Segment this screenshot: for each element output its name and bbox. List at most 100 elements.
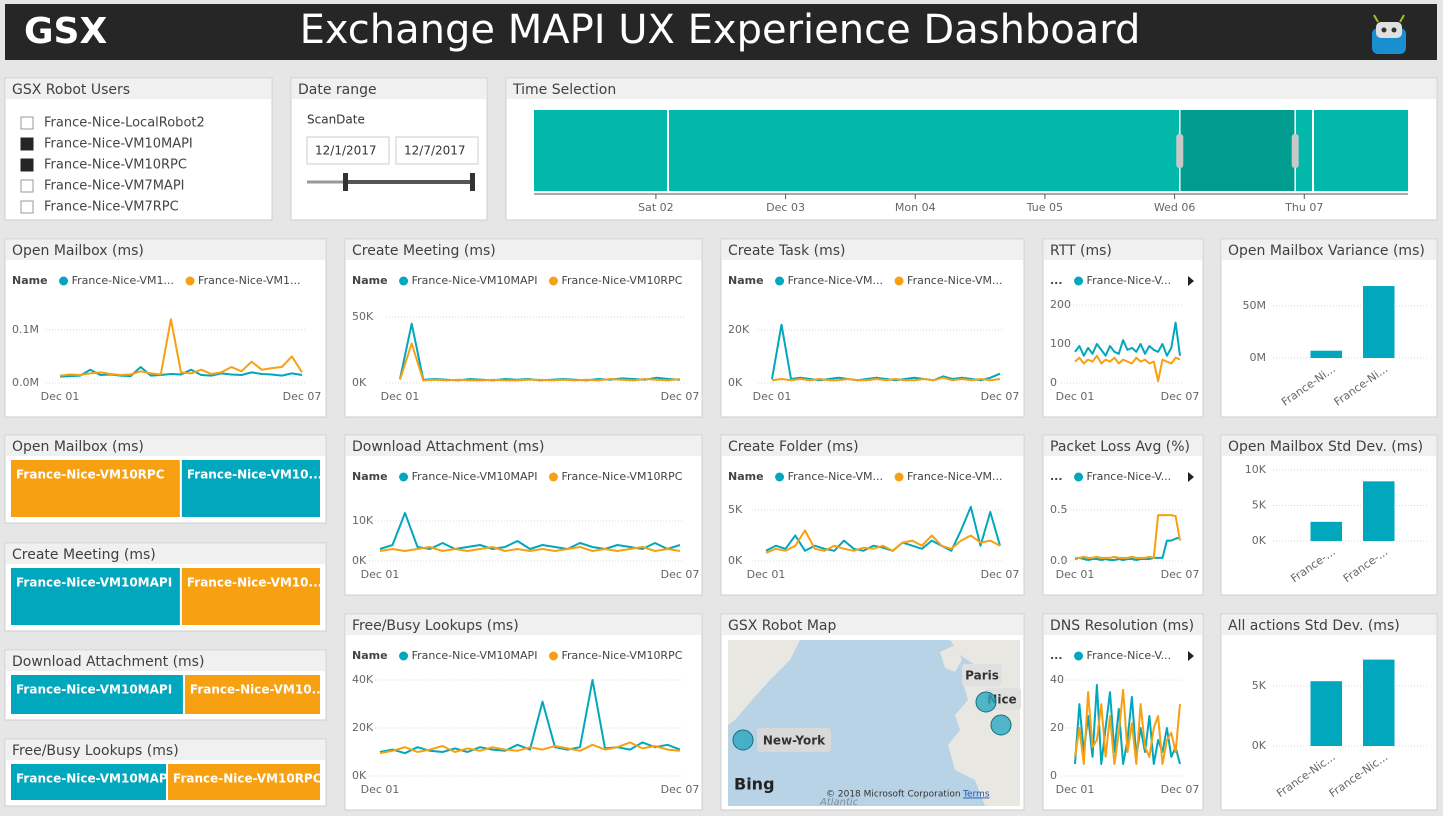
date-input[interactable] [306,136,390,165]
tile-label: France-Nice-VM10RPC [16,468,165,482]
legend-marker [1074,651,1084,661]
treemap-tile[interactable] [11,460,180,517]
bar[interactable] [1363,659,1395,746]
selection-handle[interactable] [1176,134,1184,168]
x-tick-label: Dec 07 [1161,390,1200,403]
x-tick-label: Dec 01 [361,783,400,796]
time-tick-label: Mon 04 [895,201,936,214]
legend-label[interactable]: France-Nice-V... [1087,649,1172,662]
checkbox[interactable] [20,200,34,214]
treemap-tile[interactable] [184,675,320,714]
x-tick-label: Dec 07 [661,783,700,796]
x-tick-label: Dec 07 [1161,568,1200,581]
checkbox[interactable] [20,179,34,193]
panel-title: Download Attachment (ms) [352,439,544,455]
bar[interactable] [1363,286,1395,358]
panel [4,77,273,221]
tile-label: France-Nice-VM10MAPI [16,772,172,786]
legend-label[interactable]: France-Nice-V... [1087,470,1172,483]
robot-icon [1372,14,1406,54]
y-tick-label: 10K [1245,463,1267,476]
series-line [59,318,303,377]
treemap-tile[interactable] [11,675,183,714]
y-tick-label: 0K [352,554,367,567]
legend-label[interactable]: France-Nice-VM... [907,274,1002,287]
legend-label[interactable]: France-Nice-VM10RPC [561,470,682,483]
treemap-tile[interactable] [11,568,180,625]
slider-handle[interactable] [343,173,348,191]
treemap-tile[interactable] [181,460,320,517]
legend-label[interactable]: France-Nice-VM... [788,274,883,287]
legend-label[interactable]: France-Nice-VM10MAPI [412,274,538,287]
date-input[interactable] [395,136,479,165]
legend-title: ... [1050,649,1063,662]
checkbox[interactable] [20,158,34,172]
selection-handle[interactable] [1291,134,1299,168]
legend-more[interactable] [1188,472,1194,482]
series-line [1074,354,1181,383]
user-label[interactable]: France-Nice-VM10RPC [44,158,187,173]
panel-title: DNS Resolution (ms) [1050,618,1194,634]
legend-marker [548,472,558,482]
legend-label[interactable]: France-Nice-VM... [907,470,1002,483]
map-ocean: Atlantic [819,797,859,808]
slider-handle[interactable] [470,173,475,191]
legend-label[interactable]: France-Nice-VM10MAPI [412,649,538,662]
tile-label: France-Nice-VM10MAPI [16,683,172,697]
user-label[interactable]: France-Nice-VM7RPC [44,200,179,215]
y-tick-label: 0K [1252,534,1267,547]
user-label[interactable]: France-Nice-LocalRobot2 [44,116,205,131]
bar[interactable] [1310,350,1343,358]
time-tick-label: Thu 07 [1284,201,1323,214]
bar[interactable] [1310,521,1343,541]
legend-marker [1074,472,1084,482]
x-tick-label: Dec 01 [361,568,400,581]
legend-label[interactable]: France-Nice-VM1... [198,274,300,287]
legend-marker [59,276,69,286]
legend-marker [399,276,409,286]
series-line [59,366,303,378]
y-tick-label: 0M [1250,351,1267,364]
panel [344,613,703,811]
legend-label[interactable]: France-Nice-VM... [788,470,883,483]
user-label[interactable]: France-Nice-VM10MAPI [44,137,193,152]
treemap-tile[interactable] [168,764,320,800]
map-point[interactable] [990,714,1012,736]
panel [344,238,703,418]
legend-label[interactable]: France-Nice-VM10RPC [561,649,682,662]
map-point[interactable] [975,691,997,713]
panel-header [507,79,1436,99]
legend-marker [775,276,785,286]
series-line [1075,514,1181,559]
panel-title: Open Mailbox (ms) [12,439,144,455]
legend-label[interactable]: France-Nice-V... [1087,274,1172,287]
panel-title: Open Mailbox Variance (ms) [1228,243,1425,259]
date-start: 12/1/2017 [315,144,377,158]
panel-title: All actions Std Dev. (ms) [1228,618,1400,634]
checkbox[interactable] [20,137,34,151]
tile-label: France-Nice-VM10... [187,576,322,590]
x-tick-label: Dec 07 [1161,783,1200,796]
x-tick-label: Dec 01 [1056,783,1095,796]
user-label[interactable]: France-Nice-VM7MAPI [44,179,185,194]
legend-marker [894,276,904,286]
map-terms[interactable]: Terms [962,790,990,800]
legend-label[interactable]: France-Nice-VM10RPC [561,274,682,287]
bar[interactable] [1363,481,1395,541]
panel-title: Time Selection [512,82,616,98]
checkbox[interactable] [20,116,34,130]
map-attribution: © 2018 Microsoft Corporation [826,790,961,800]
legend-label[interactable]: France-Nice-VM1... [72,274,174,287]
legend-title: Name [352,649,388,662]
treemap-tile[interactable] [181,568,320,625]
legend-marker [1074,276,1084,286]
map-callout [962,664,1002,686]
legend-more[interactable] [1188,276,1194,286]
legend-label[interactable]: France-Nice-VM10MAPI [412,470,538,483]
time-tick-label: Tue 05 [1026,201,1063,214]
panel [720,238,1025,418]
map-point[interactable] [732,729,754,751]
treemap-tile[interactable] [11,764,167,800]
legend-more[interactable] [1188,651,1194,661]
bar[interactable] [1310,681,1343,746]
